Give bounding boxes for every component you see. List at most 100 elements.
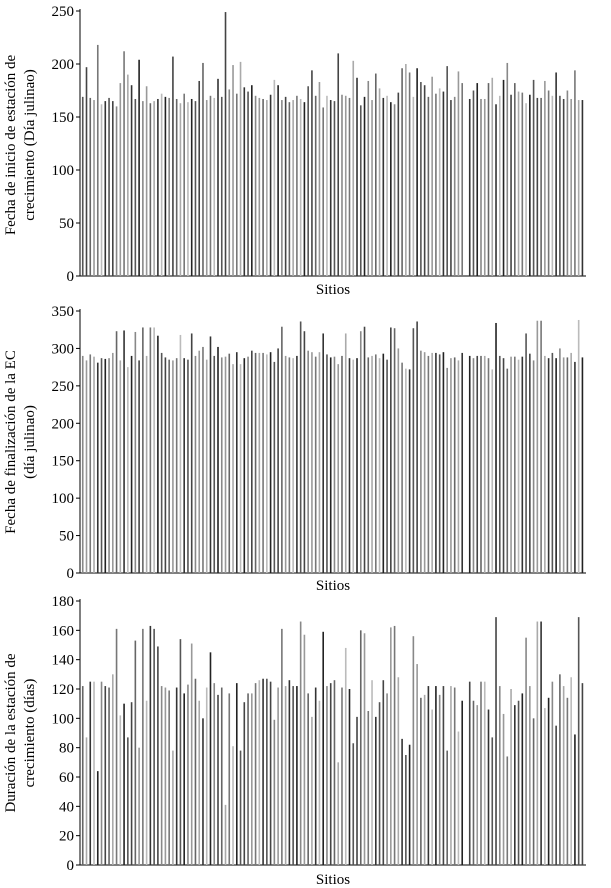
- bar: [491, 369, 494, 573]
- bar: [555, 725, 557, 865]
- bar: [547, 697, 550, 865]
- bar: [468, 98, 471, 276]
- bar: [209, 652, 212, 865]
- bar: [435, 686, 437, 865]
- bar: [536, 97, 539, 276]
- y-tick-label: 50: [59, 216, 74, 232]
- bar: [273, 719, 276, 865]
- bar: [96, 771, 99, 865]
- bar: [529, 94, 531, 277]
- x-axis-label: Sitios: [316, 282, 350, 298]
- bar: [483, 98, 486, 276]
- bar: [506, 368, 509, 573]
- bar: [333, 680, 336, 865]
- bar: [205, 100, 208, 276]
- bar: [235, 352, 238, 573]
- bar: [329, 683, 332, 865]
- bar: [559, 95, 561, 276]
- bar: [363, 633, 366, 865]
- panel-duration: Duración de la estación de crecimiento (…: [3, 594, 586, 888]
- bar: [390, 627, 392, 865]
- bar: [367, 80, 370, 277]
- bar: [168, 97, 170, 276]
- bar: [517, 700, 520, 865]
- bar: [235, 683, 238, 865]
- bar: [254, 95, 257, 276]
- bar: [540, 97, 542, 276]
- bar: [235, 93, 238, 277]
- bar: [142, 628, 144, 865]
- bar: [145, 86, 148, 276]
- bar: [551, 681, 554, 865]
- bar: [532, 718, 535, 865]
- bar: [157, 646, 159, 865]
- bar: [405, 368, 407, 573]
- bar: [322, 631, 324, 865]
- bar: [525, 103, 527, 276]
- bar: [202, 346, 204, 573]
- bar: [224, 804, 227, 865]
- bar: [228, 89, 231, 276]
- bar: [525, 333, 527, 573]
- bar: [247, 693, 249, 865]
- bar: [341, 687, 343, 865]
- bar: [194, 101, 197, 276]
- bar: [254, 352, 257, 573]
- bar: [532, 360, 535, 573]
- bar: [108, 358, 110, 573]
- bar: [423, 85, 426, 276]
- bar: [89, 681, 92, 865]
- bar: [450, 358, 452, 573]
- y-axis-label-line2: (día julinao): [22, 405, 38, 479]
- bar: [337, 762, 340, 865]
- bar: [157, 98, 159, 276]
- bar: [581, 100, 584, 276]
- bar: [145, 700, 148, 865]
- bar: [258, 680, 261, 865]
- y-axis-label-line2: crecimiento (días): [22, 679, 38, 788]
- y-tick-label: 180: [52, 594, 75, 610]
- bar: [104, 686, 107, 865]
- bar: [371, 100, 373, 276]
- bar: [108, 687, 110, 865]
- bar: [209, 336, 212, 573]
- bar: [281, 326, 283, 573]
- bar: [115, 628, 118, 865]
- bar: [420, 350, 422, 573]
- bar: [209, 95, 212, 276]
- bar: [502, 79, 505, 277]
- bar: [498, 95, 501, 276]
- y-tick-label: 0: [67, 566, 75, 582]
- bar: [93, 356, 95, 573]
- bar: [138, 747, 140, 865]
- y-tick-label: 350: [52, 304, 75, 320]
- bar: [435, 352, 437, 573]
- bar: [81, 686, 84, 865]
- bar: [401, 738, 403, 865]
- bar: [337, 364, 340, 573]
- bar: [247, 356, 249, 573]
- bar: [303, 331, 306, 573]
- y-tick-label: 160: [52, 623, 75, 639]
- bar: [251, 693, 253, 865]
- bar: [495, 617, 497, 865]
- bar: [521, 693, 524, 865]
- bar: [138, 59, 140, 277]
- bar: [213, 355, 216, 573]
- bar: [190, 643, 193, 865]
- y-tick-label: 0: [67, 858, 75, 874]
- bar: [100, 104, 103, 276]
- bar: [85, 360, 88, 573]
- bar: [536, 621, 539, 865]
- bar: [514, 83, 516, 276]
- bar: [130, 702, 133, 865]
- bar: [183, 358, 185, 573]
- bar: [254, 683, 257, 865]
- bar: [374, 73, 377, 276]
- bar: [566, 697, 569, 865]
- bar: [175, 687, 178, 865]
- bar: [397, 677, 400, 865]
- x-axis-label: Sitios: [316, 578, 350, 594]
- bar: [307, 86, 309, 276]
- bar: [288, 357, 291, 573]
